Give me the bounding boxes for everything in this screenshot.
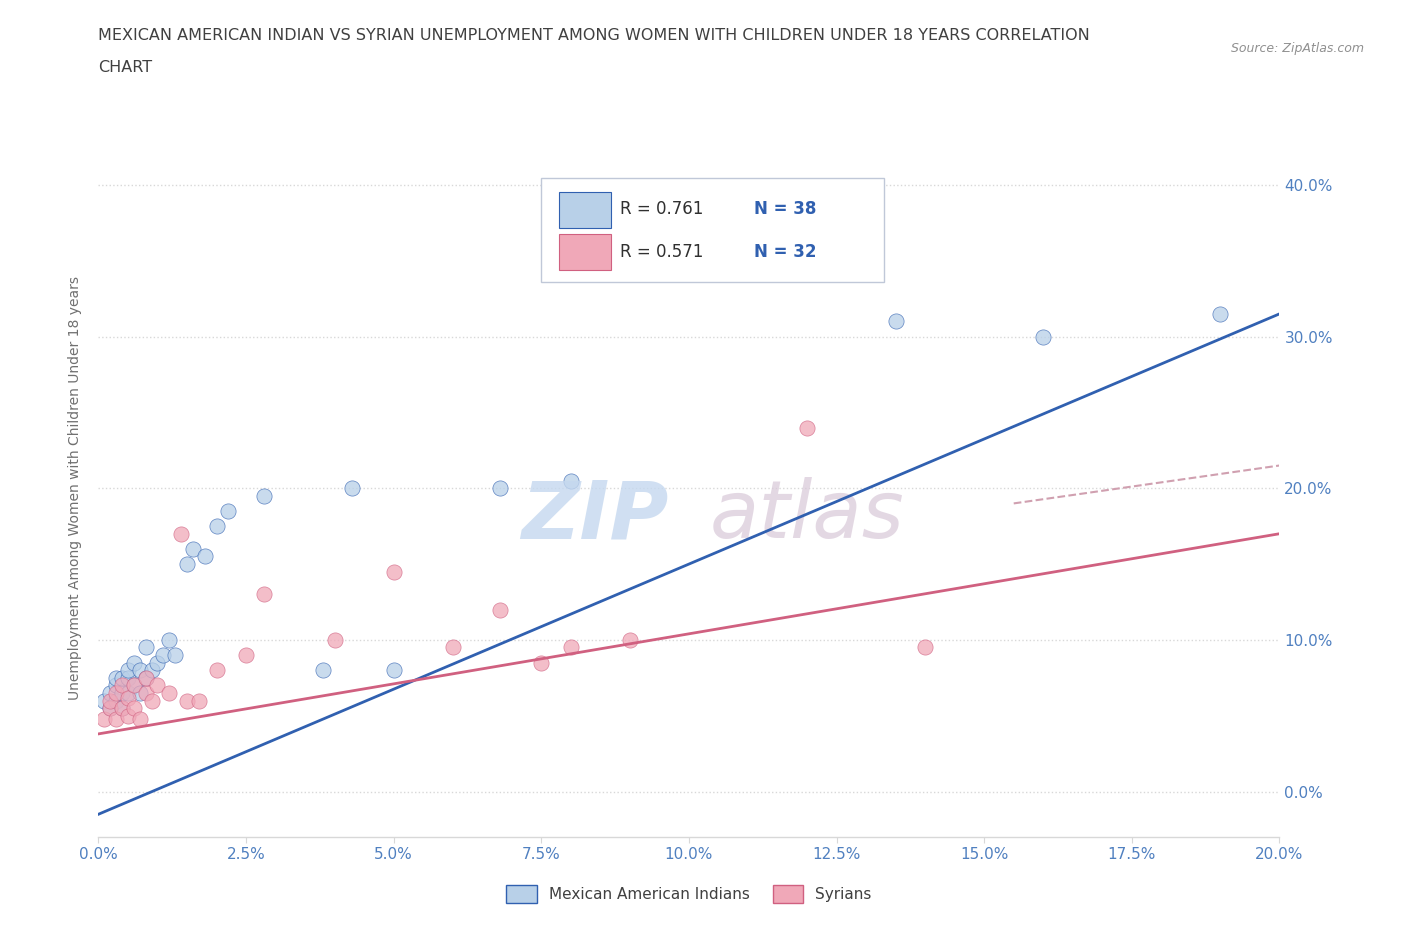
Point [382, 565, 405, 579]
Point [441, 640, 464, 655]
Point [796, 420, 818, 435]
Point [98, 700, 121, 715]
Point [146, 655, 169, 670]
Point [105, 693, 128, 708]
Point [489, 602, 512, 617]
Point [128, 663, 150, 678]
Point [170, 526, 193, 541]
Text: N = 32: N = 32 [754, 243, 817, 260]
Point [93, 693, 115, 708]
Legend: Mexican American Indians, Syrians: Mexican American Indians, Syrians [501, 879, 877, 910]
Point [105, 711, 128, 726]
Point [560, 473, 582, 488]
Point [176, 557, 198, 572]
Point [235, 647, 257, 662]
Point [1209, 306, 1232, 321]
Text: ZIP: ZIP [520, 477, 668, 555]
Point [117, 709, 139, 724]
Point [135, 685, 157, 700]
Point [111, 671, 134, 685]
Point [122, 678, 145, 693]
Point [152, 647, 174, 662]
Point [122, 700, 145, 715]
Point [117, 671, 139, 685]
Point [165, 647, 187, 662]
Point [141, 693, 163, 708]
FancyBboxPatch shape [541, 178, 884, 283]
Point [111, 678, 134, 693]
Point [560, 640, 582, 655]
Point [117, 685, 139, 700]
Point [342, 481, 364, 496]
Point [122, 655, 145, 670]
Text: R = 0.761: R = 0.761 [620, 200, 704, 218]
Point [530, 655, 553, 670]
Point [253, 587, 276, 602]
Point [141, 663, 163, 678]
Point [312, 663, 335, 678]
Point [93, 711, 115, 726]
Point [1032, 329, 1054, 344]
Point [194, 549, 217, 564]
Point [253, 488, 276, 503]
Text: N = 38: N = 38 [754, 200, 817, 218]
Point [105, 678, 128, 693]
Text: Source: ZipAtlas.com: Source: ZipAtlas.com [1230, 42, 1364, 55]
Point [176, 693, 198, 708]
FancyBboxPatch shape [560, 233, 612, 270]
Point [884, 314, 907, 329]
Point [382, 663, 405, 678]
Point [489, 481, 512, 496]
Point [128, 685, 150, 700]
Point [678, 261, 700, 276]
Point [619, 632, 641, 647]
Point [111, 700, 134, 715]
Text: CHART: CHART [98, 60, 152, 75]
Point [217, 503, 239, 518]
FancyBboxPatch shape [560, 192, 612, 228]
Point [98, 700, 121, 715]
Point [105, 685, 128, 700]
Point [205, 519, 228, 534]
Point [111, 700, 134, 715]
Text: R = 0.571: R = 0.571 [620, 243, 704, 260]
Point [98, 693, 121, 708]
Point [98, 685, 121, 700]
Text: atlas: atlas [710, 477, 904, 555]
Point [111, 685, 134, 700]
Point [146, 678, 169, 693]
Point [135, 671, 157, 685]
Point [157, 685, 180, 700]
Point [181, 541, 204, 556]
Text: MEXICAN AMERICAN INDIAN VS SYRIAN UNEMPLOYMENT AMONG WOMEN WITH CHILDREN UNDER 1: MEXICAN AMERICAN INDIAN VS SYRIAN UNEMPL… [98, 28, 1090, 43]
Y-axis label: Unemployment Among Women with Children Under 18 years: Unemployment Among Women with Children U… [69, 276, 83, 700]
Point [157, 632, 180, 647]
Point [105, 671, 128, 685]
Point [914, 640, 936, 655]
Point [128, 711, 150, 726]
Point [205, 663, 228, 678]
Point [135, 640, 157, 655]
Point [187, 693, 209, 708]
Point [122, 678, 145, 693]
Point [323, 632, 346, 647]
Point [117, 663, 139, 678]
Point [117, 690, 139, 705]
Point [135, 671, 157, 685]
